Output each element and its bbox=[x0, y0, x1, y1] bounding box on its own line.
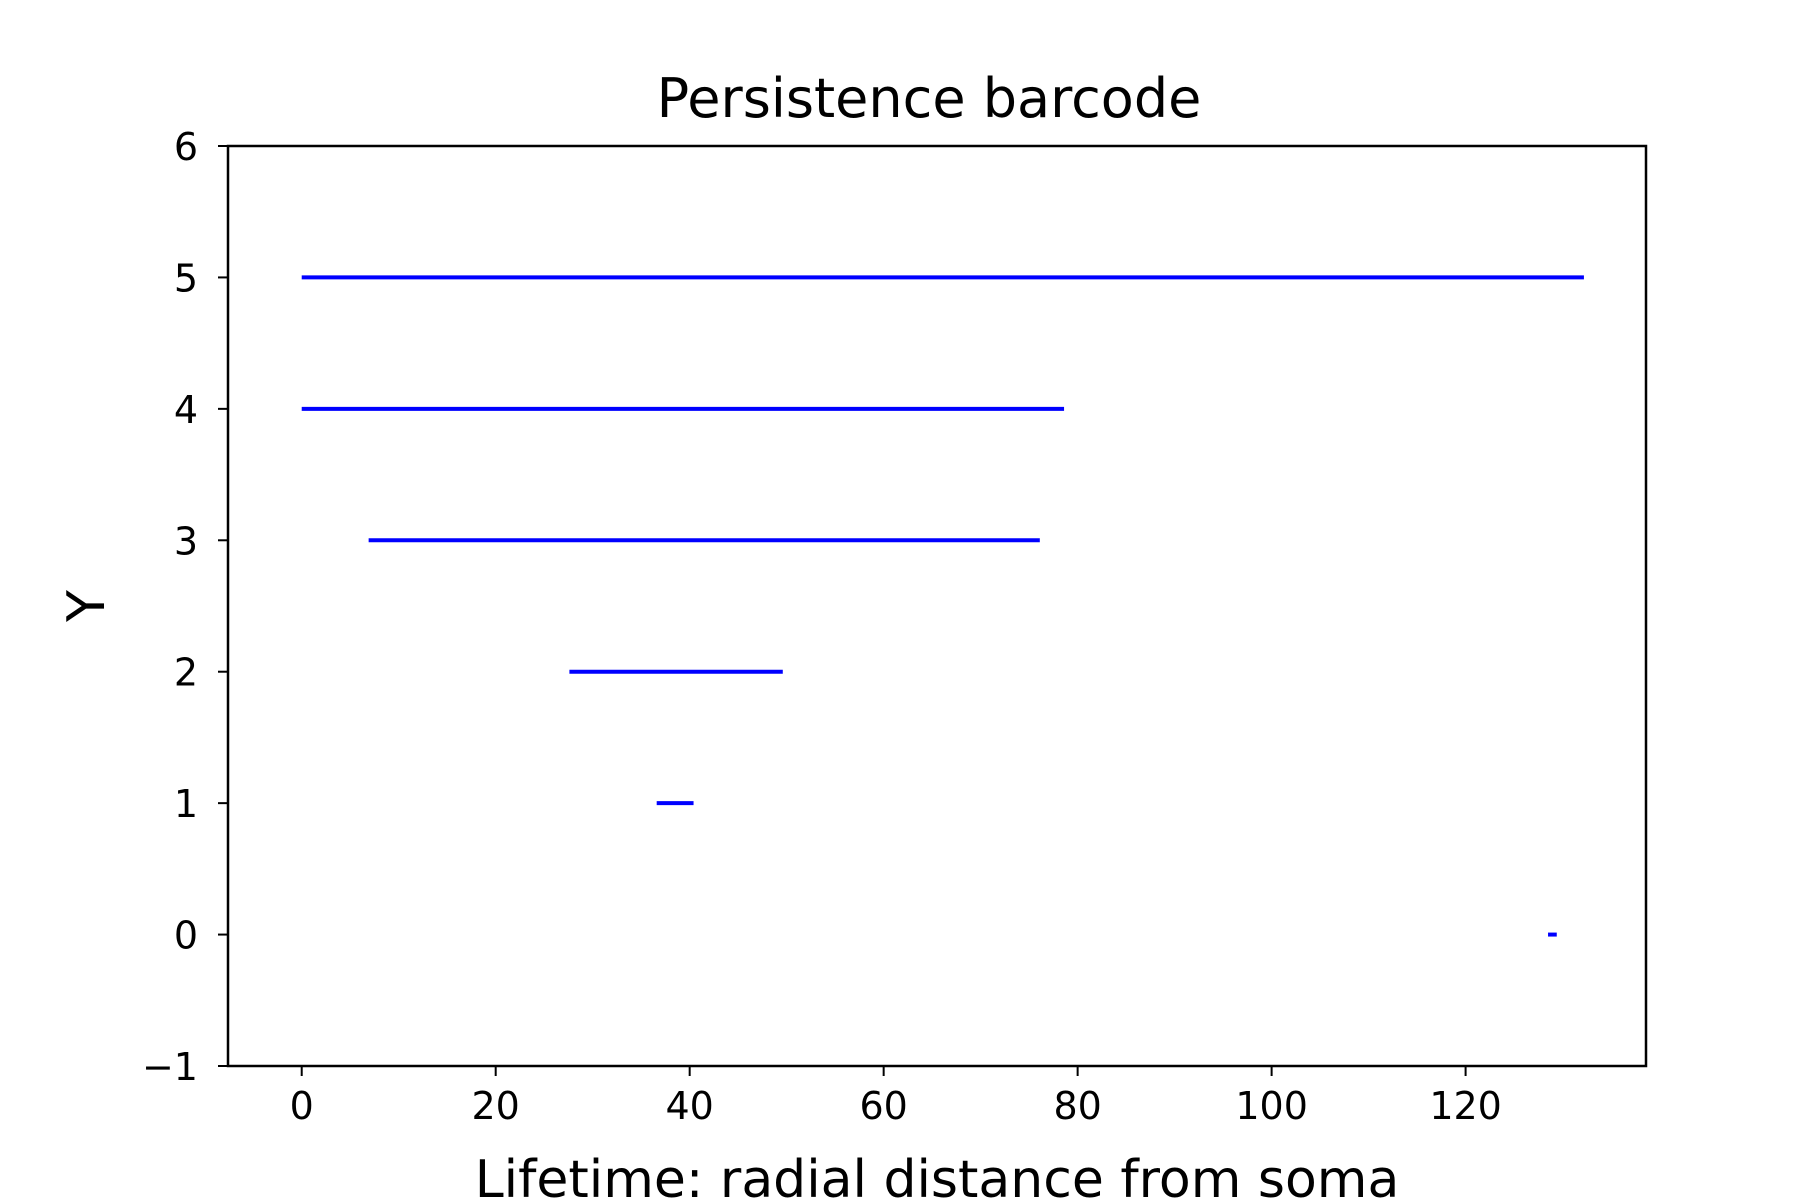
y-tick-label: 6 bbox=[174, 125, 198, 169]
y-tick-label: −1 bbox=[142, 1045, 198, 1089]
y-axis-title: Y bbox=[57, 590, 117, 623]
x-tick-label: 0 bbox=[290, 1084, 314, 1128]
y-tick-label: 0 bbox=[174, 914, 198, 958]
y-tick-label: 4 bbox=[174, 388, 198, 432]
y-tick-label: 1 bbox=[174, 782, 198, 826]
x-tick-label: 60 bbox=[859, 1084, 907, 1128]
y-tick-label: 3 bbox=[174, 519, 198, 563]
x-tick-label: 20 bbox=[472, 1084, 520, 1128]
y-tick-label: 2 bbox=[174, 651, 198, 695]
plot-frame bbox=[226, 144, 1648, 1068]
y-axis: −1 0 1 2 3 4 5 6 bbox=[142, 125, 228, 1089]
x-tick-label: 100 bbox=[1235, 1084, 1308, 1128]
x-tick-label: 120 bbox=[1429, 1084, 1502, 1128]
chart-title: Persistence barcode bbox=[657, 67, 1202, 130]
x-tick-label: 40 bbox=[665, 1084, 713, 1128]
bars-layer bbox=[301, 275, 1584, 937]
y-tick-label: 5 bbox=[174, 256, 198, 300]
x-axis: 0 20 40 60 80 100 120 bbox=[290, 1066, 1502, 1128]
x-axis-title: Lifetime: radial distance from soma bbox=[475, 1150, 1400, 1200]
x-tick-label: 80 bbox=[1053, 1084, 1101, 1128]
